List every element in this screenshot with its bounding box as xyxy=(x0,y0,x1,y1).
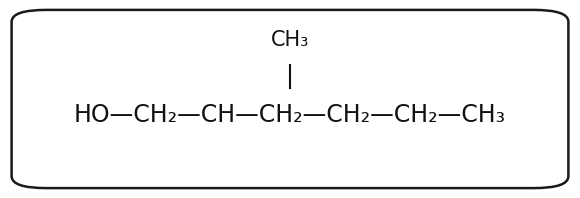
Text: HO—CH₂—CH—CH₂—CH₂—CH₂—CH₃: HO—CH₂—CH—CH₂—CH₂—CH₂—CH₃ xyxy=(74,103,506,127)
FancyBboxPatch shape xyxy=(12,10,568,188)
Text: CH₃: CH₃ xyxy=(271,30,309,50)
